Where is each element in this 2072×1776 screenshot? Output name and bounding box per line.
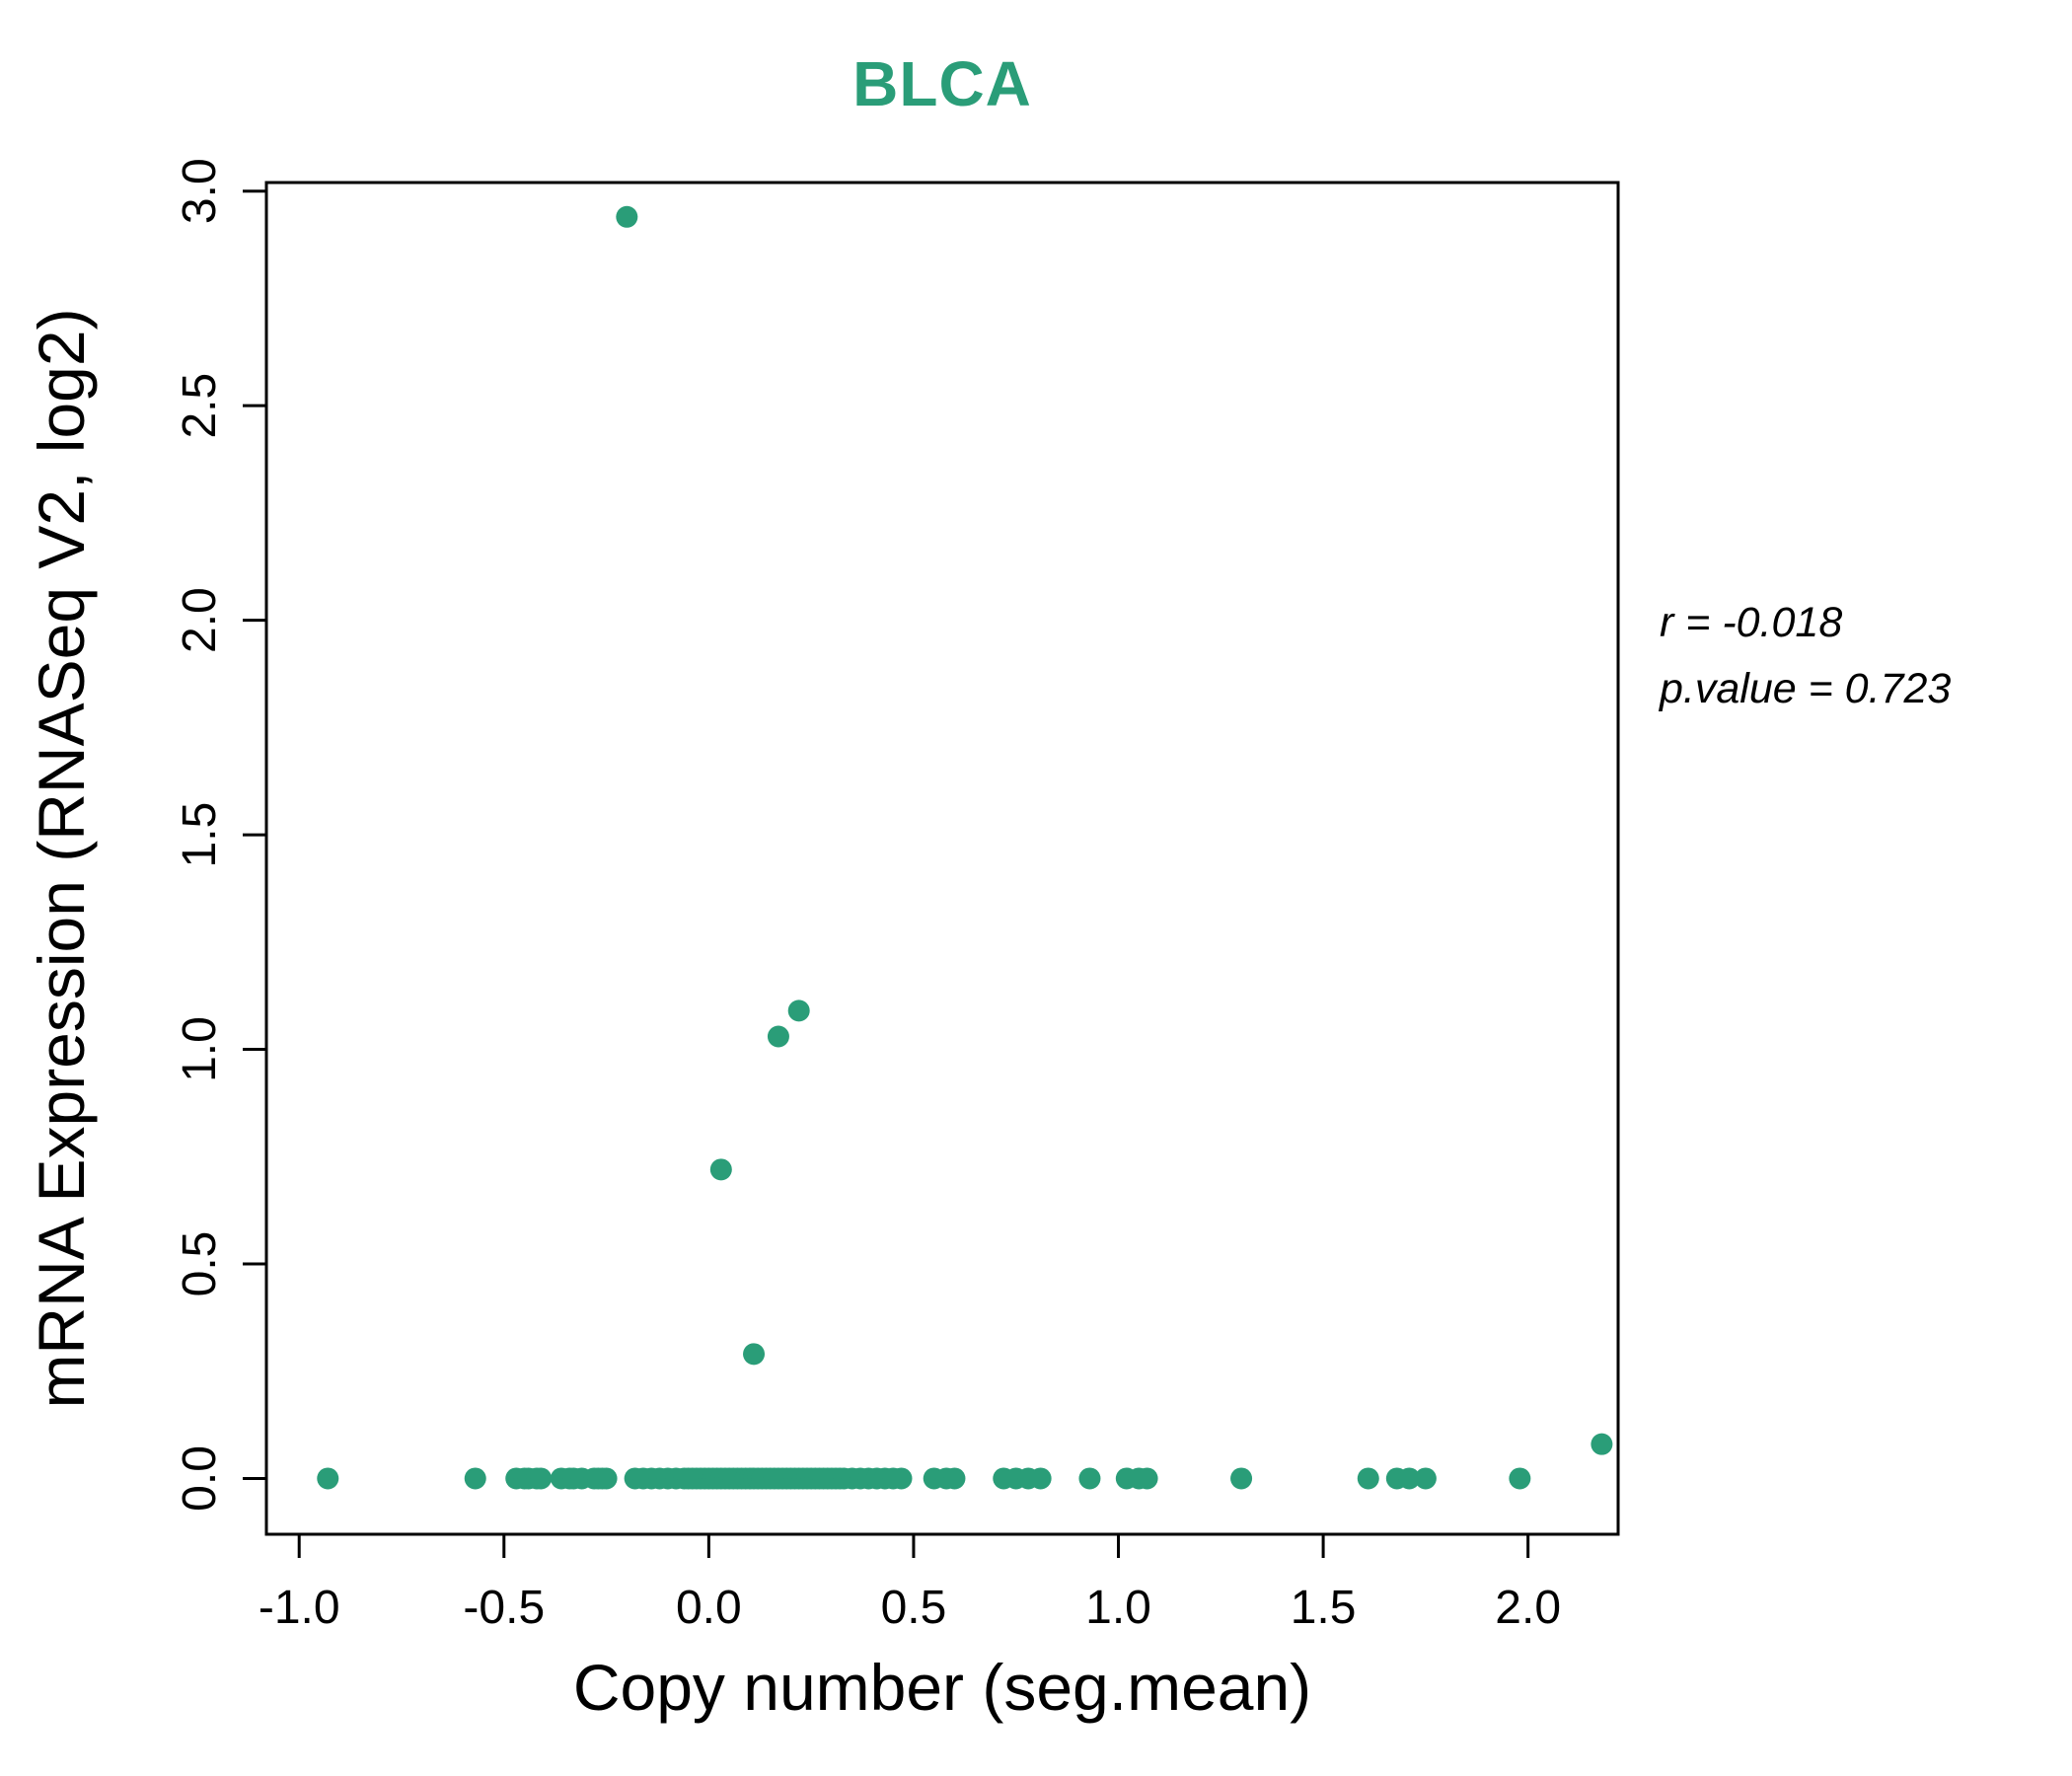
data-point <box>1414 1467 1437 1490</box>
data-point <box>1136 1467 1158 1490</box>
y-tick-label: 0.5 <box>174 1231 226 1297</box>
data-point <box>1357 1467 1379 1490</box>
y-tick-label: 3.0 <box>174 158 226 224</box>
y-tick-label: 1.0 <box>174 1016 226 1082</box>
data-point <box>464 1467 486 1490</box>
y-tick-label: 2.5 <box>174 373 226 439</box>
data-point <box>787 999 810 1022</box>
x-tick-label: 1.5 <box>1291 1582 1357 1634</box>
x-tick-label: 1.0 <box>1085 1582 1151 1634</box>
data-point <box>1509 1467 1531 1490</box>
y-tick-label: 1.5 <box>174 802 226 868</box>
correlation-r-value: r = -0.018 <box>1660 599 1843 646</box>
x-tick-label: 0.5 <box>881 1582 947 1634</box>
data-point <box>709 1158 732 1181</box>
data-point <box>890 1467 913 1490</box>
data-point <box>317 1467 339 1490</box>
y-axis-label: mRNA Expression (RNASeq V2, log2) <box>25 308 98 1409</box>
data-point <box>743 1343 766 1366</box>
data-point <box>943 1467 966 1490</box>
y-tick-label: 2.0 <box>174 587 226 653</box>
data-point <box>767 1025 789 1048</box>
chart-title: BLCA <box>852 48 1032 119</box>
data-point <box>616 205 638 228</box>
y-tick-label: 0.0 <box>174 1445 226 1512</box>
data-point <box>1398 1467 1421 1490</box>
data-point <box>1029 1467 1052 1490</box>
correlation-annotation: r = -0.018 p.value = 0.723 <box>1660 590 1951 721</box>
x-tick-label: 2.0 <box>1495 1582 1561 1634</box>
correlation-p-value: p.value = 0.723 <box>1660 664 1952 712</box>
data-point <box>1230 1467 1253 1490</box>
data-point <box>1078 1467 1101 1490</box>
data-point <box>595 1467 618 1490</box>
x-axis-label: Copy number (seg.mean) <box>572 1651 1312 1724</box>
data-point <box>530 1467 553 1490</box>
x-tick-label: 0.0 <box>676 1582 742 1634</box>
x-tick-label: -0.5 <box>463 1582 545 1634</box>
plot-border <box>264 181 1620 1536</box>
data-point <box>1591 1433 1613 1455</box>
x-tick-label: -1.0 <box>259 1582 340 1634</box>
